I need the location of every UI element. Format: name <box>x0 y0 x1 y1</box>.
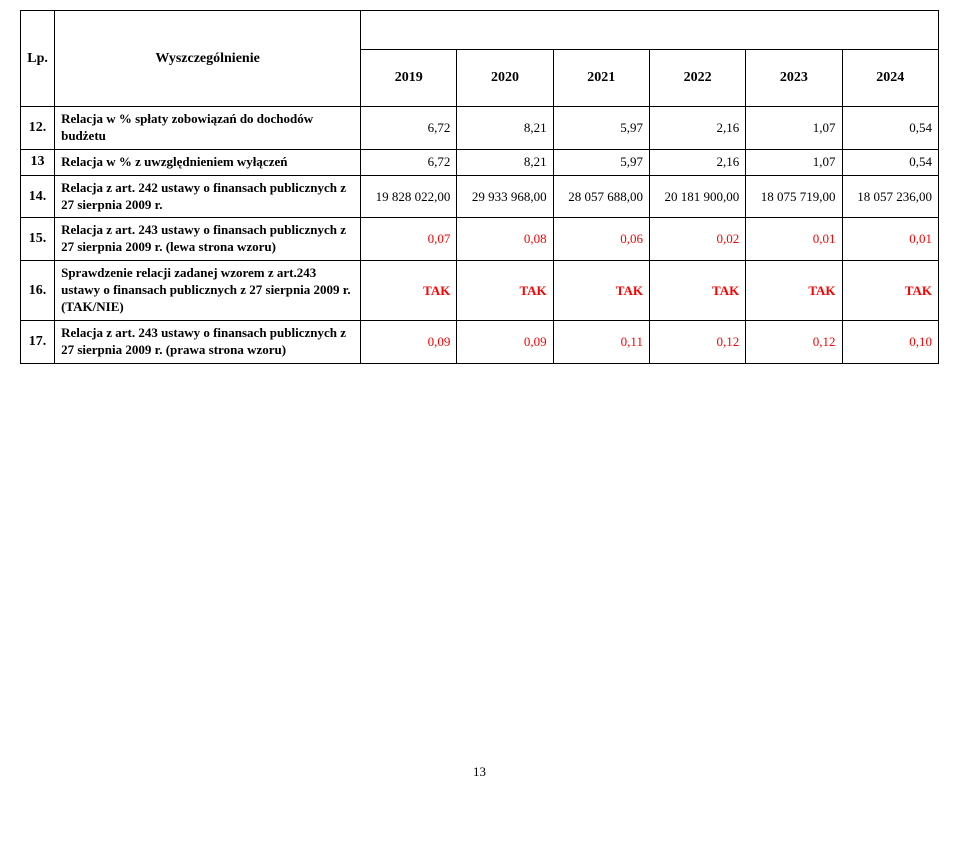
header-year-2021: 2021 <box>553 50 649 107</box>
row-val: 0,06 <box>553 218 649 261</box>
row-val: 5,97 <box>553 149 649 175</box>
row-val: 0,09 <box>361 320 457 363</box>
row-val: 20 181 900,00 <box>649 175 745 218</box>
row-val: 0,54 <box>842 149 938 175</box>
row-desc: Relacja z art. 243 ustawy o finansach pu… <box>55 218 361 261</box>
financial-table: Lp. Wyszczególnienie 2019 2020 2021 2022… <box>20 10 939 364</box>
row-val: 0,07 <box>361 218 457 261</box>
row-val: 28 057 688,00 <box>553 175 649 218</box>
row-val: 8,21 <box>457 149 553 175</box>
table-row: 12. Relacja w % spłaty zobowiązań do doc… <box>21 107 939 150</box>
row-val: TAK <box>746 261 842 321</box>
page-number: 13 <box>20 764 939 780</box>
header-years-group <box>361 11 939 50</box>
row-val: 19 828 022,00 <box>361 175 457 218</box>
row-val: 0,54 <box>842 107 938 150</box>
row-lp: 14. <box>21 175 55 218</box>
row-desc: Relacja w % z uwzględnieniem wyłączeń <box>55 149 361 175</box>
row-val: TAK <box>553 261 649 321</box>
row-val: 0,10 <box>842 320 938 363</box>
row-val: 2,16 <box>649 107 745 150</box>
row-val: TAK <box>457 261 553 321</box>
table-row: 17. Relacja z art. 243 ustawy o finansac… <box>21 320 939 363</box>
header-year-2024: 2024 <box>842 50 938 107</box>
row-desc: Sprawdzenie relacji zadanej wzorem z art… <box>55 261 361 321</box>
row-val: 0,09 <box>457 320 553 363</box>
row-desc: Relacja z art. 242 ustawy o finansach pu… <box>55 175 361 218</box>
document-page: Lp. Wyszczególnienie 2019 2020 2021 2022… <box>0 0 959 810</box>
row-lp: 12. <box>21 107 55 150</box>
header-lp: Lp. <box>21 11 55 107</box>
header-year-2023: 2023 <box>746 50 842 107</box>
row-desc: Relacja z art. 243 ustawy o finansach pu… <box>55 320 361 363</box>
row-val: 18 057 236,00 <box>842 175 938 218</box>
table-row: 13 Relacja w % z uwzględnieniem wyłączeń… <box>21 149 939 175</box>
row-val: 18 075 719,00 <box>746 175 842 218</box>
row-val: 5,97 <box>553 107 649 150</box>
table-row: 15. Relacja z art. 243 ustawy o finansac… <box>21 218 939 261</box>
row-val: 1,07 <box>746 149 842 175</box>
row-val: 6,72 <box>361 107 457 150</box>
table-row: 16. Sprawdzenie relacji zadanej wzorem z… <box>21 261 939 321</box>
header-year-2022: 2022 <box>649 50 745 107</box>
row-val: 8,21 <box>457 107 553 150</box>
header-desc: Wyszczególnienie <box>55 11 361 107</box>
row-val: 1,07 <box>746 107 842 150</box>
row-desc: Relacja w % spłaty zobowiązań do dochodó… <box>55 107 361 150</box>
row-val: 0,11 <box>553 320 649 363</box>
row-lp: 13 <box>21 149 55 175</box>
row-val: 0,01 <box>746 218 842 261</box>
table-row: 14. Relacja z art. 242 ustawy o finansac… <box>21 175 939 218</box>
row-val: 2,16 <box>649 149 745 175</box>
header-year-2020: 2020 <box>457 50 553 107</box>
row-val: TAK <box>361 261 457 321</box>
row-val: 0,01 <box>842 218 938 261</box>
header-year-2019: 2019 <box>361 50 457 107</box>
row-lp: 16. <box>21 261 55 321</box>
row-val: 0,12 <box>746 320 842 363</box>
row-val: 6,72 <box>361 149 457 175</box>
row-lp: 17. <box>21 320 55 363</box>
row-lp: 15. <box>21 218 55 261</box>
header-row-top: Lp. Wyszczególnienie <box>21 11 939 50</box>
row-val: 0,08 <box>457 218 553 261</box>
row-val: 0,02 <box>649 218 745 261</box>
row-val: TAK <box>649 261 745 321</box>
row-val: TAK <box>842 261 938 321</box>
row-val: 29 933 968,00 <box>457 175 553 218</box>
row-val: 0,12 <box>649 320 745 363</box>
